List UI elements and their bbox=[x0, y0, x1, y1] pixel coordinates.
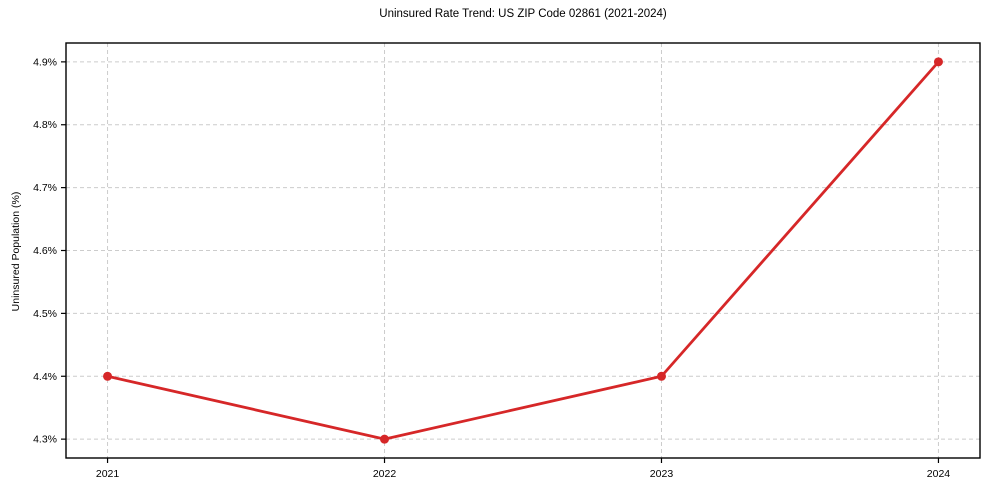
y-tick-label: 4.3% bbox=[33, 434, 57, 446]
data-point-marker bbox=[656, 371, 666, 381]
trend-line bbox=[106, 60, 940, 441]
chart-title: Uninsured Rate Trend: US ZIP Code 02861 … bbox=[379, 8, 667, 20]
y-tick-label: 4.9% bbox=[33, 56, 57, 68]
y-tick-label: 4.8% bbox=[33, 119, 57, 131]
y-tick-label: 4.4% bbox=[33, 371, 57, 383]
x-tick-label: 2021 bbox=[96, 468, 120, 480]
data-point-marker bbox=[380, 434, 390, 444]
y-tick-label: 4.6% bbox=[33, 245, 57, 257]
y-tick-label: 4.7% bbox=[33, 182, 57, 194]
x-tick-label: 2022 bbox=[373, 468, 397, 480]
y-tick-label: 4.5% bbox=[33, 308, 57, 320]
data-point-marker bbox=[103, 371, 113, 381]
x-tick-label: 2024 bbox=[927, 468, 951, 480]
x-tick-label: 2023 bbox=[650, 468, 674, 480]
data-point-marker bbox=[933, 57, 943, 67]
